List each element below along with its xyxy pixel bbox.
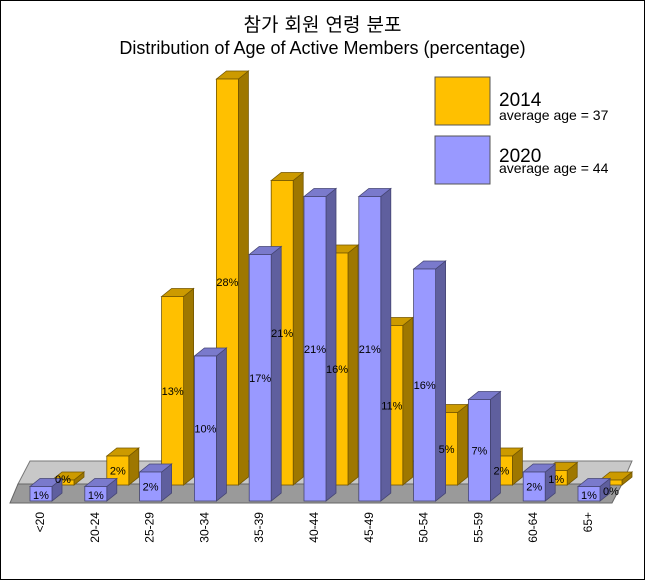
bar-2020-0 <box>28 477 64 502</box>
bar-2014-3 <box>215 70 250 486</box>
legend-swatch-2020 <box>434 135 491 185</box>
x-tick-label-10: 65+ <box>581 512 595 532</box>
data-label-2020-10: 1% <box>581 490 597 502</box>
data-label-2020-6: 21% <box>359 344 381 356</box>
x-tick-label-2: 25-29 <box>143 512 157 543</box>
bar-2020-9 <box>522 463 557 502</box>
data-label-2014-2: 13% <box>162 386 184 398</box>
data-label-2020-3: 10% <box>194 424 216 436</box>
data-label-2020-2: 2% <box>143 482 159 494</box>
data-label-2014-8: 2% <box>493 466 509 478</box>
legend-label-2020: 2020 <box>499 146 541 167</box>
bar-2020-5 <box>302 187 338 502</box>
bar-2020-7 <box>412 260 447 502</box>
x-tick-label-4: 35-39 <box>252 512 266 543</box>
data-label-2014-3: 28% <box>216 277 238 289</box>
bar-2014-1 <box>105 447 140 486</box>
data-label-2014-5: 16% <box>326 364 348 376</box>
data-label-2020-7: 16% <box>414 380 436 392</box>
x-axis-tick-labels: <20 20-24 25-29 30-34 35-39 40-44 45-49 50-54 55… <box>33 512 595 543</box>
legend-swatch-2014 <box>434 76 491 126</box>
data-label-2020-9: 2% <box>526 482 542 494</box>
data-label-2014-9: 1% <box>548 474 564 486</box>
bar-2014-10 <box>598 471 634 486</box>
x-tick-label-1: 20-24 <box>88 512 102 543</box>
data-label-2020-4: 17% <box>249 373 271 385</box>
bar-2020-8 <box>467 390 502 502</box>
x-tick-label-3: 30-34 <box>197 512 211 543</box>
data-label-2020-1: 1% <box>88 490 104 502</box>
legend: 2014 average age = 37 2020 average age =… <box>434 76 609 185</box>
bar-2020-1 <box>83 477 118 502</box>
legend-note-2020: average age = 44 <box>499 160 609 176</box>
bar-2014-2 <box>160 287 195 486</box>
x-tick-label-6: 45-49 <box>362 512 376 543</box>
data-label-2020-8: 7% <box>471 445 487 457</box>
data-label-2020-5: 21% <box>304 344 326 356</box>
bar-2020-4 <box>248 245 283 502</box>
data-label-2014-10: 0% <box>603 486 619 498</box>
bar-2020-6 <box>357 187 392 502</box>
data-label-2020-0: 1% <box>33 490 49 502</box>
legend-label-2014: 2014 <box>499 90 542 111</box>
chart-title: 참가 회원 연령 분포 <box>243 14 402 36</box>
legend-note-2014: average age = 37 <box>499 107 609 123</box>
x-tick-label-5: 40-44 <box>307 512 321 543</box>
x-tick-label-9: 60-64 <box>526 512 540 543</box>
bars-layer: 0%2%13%28%21%16%11%5%2%1%0%1% 1%2%10%17%2… <box>28 70 634 502</box>
x-tick-label-7: 50-54 <box>417 512 431 543</box>
data-label-2014-1: 2% <box>110 466 126 478</box>
x-tick-label-0: <20 <box>33 512 47 533</box>
bar-2020-2 <box>138 463 173 502</box>
data-label-2014-6: 11% <box>381 400 402 412</box>
data-label-2014-7: 5% <box>439 444 455 456</box>
bar-2020-10 <box>576 477 612 502</box>
data-label-2014-4: 21% <box>271 328 293 340</box>
data-label-2014-0: 0% <box>55 474 71 486</box>
x-tick-label-8: 55-59 <box>471 512 485 543</box>
bar-2020-3 <box>193 347 228 502</box>
chart-subtitle: Distribution of Age of Active Members (p… <box>119 38 526 58</box>
